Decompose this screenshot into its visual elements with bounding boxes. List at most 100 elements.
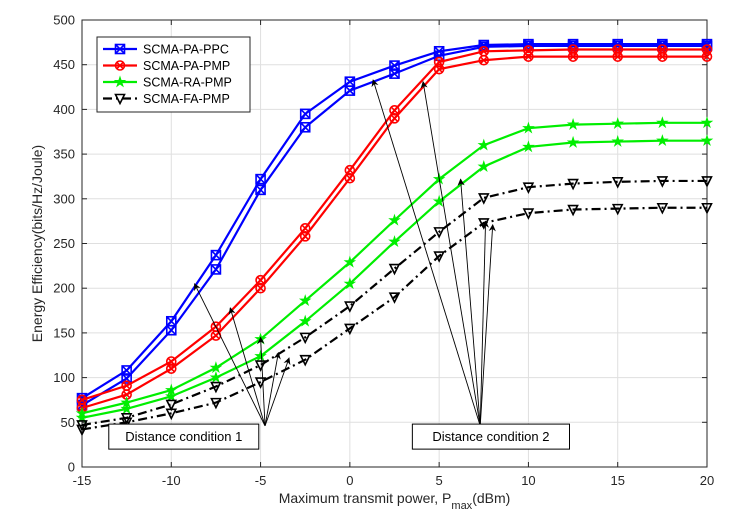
series-4-point-10 (522, 121, 535, 134)
series-6-point-9 (477, 193, 490, 205)
series-3 (76, 51, 713, 414)
legend-swatch-marker-3 (114, 93, 126, 106)
series-6-point-4 (254, 360, 267, 372)
series-3-point-10 (523, 51, 534, 62)
series-3-point-14 (701, 51, 713, 62)
series-7-point-11 (567, 204, 579, 217)
legend-entry-0: SCMA-PA-PPC (103, 43, 229, 57)
series-2-point-8 (433, 56, 445, 68)
series-6-point-2 (165, 399, 178, 412)
series-5-point-9 (477, 160, 491, 172)
series-7-point-14 (701, 202, 713, 215)
series-6-point-6 (344, 301, 356, 313)
series-0-point-3 (210, 249, 222, 261)
x-axis-label-main: Maximum transmit power, P (279, 490, 452, 506)
series-4-point-14 (700, 116, 714, 129)
legend-entry-3: SCMA-FA-PMP (103, 92, 230, 106)
legend: SCMA-PA-PPC SCMA-PA-PMP SCMA-RA-PMP SCMA-FA… (96, 36, 251, 113)
legend-swatch-marker-2 (113, 75, 127, 88)
series-7-point-0 (76, 424, 88, 437)
series-5-point-0 (75, 411, 89, 424)
series-5-line (81, 139, 707, 419)
series-7-point-3 (210, 397, 222, 410)
series-4-point-7 (388, 213, 401, 226)
series-1-point-7 (389, 68, 400, 79)
series-7-point-13 (656, 202, 669, 215)
legend-swatch-marker-1 (114, 60, 126, 71)
series-3-point-11 (567, 51, 579, 62)
series-5-point-10 (522, 140, 535, 153)
x-axis-label: Maximum transmit power, Pmax(dBm) (279, 490, 511, 512)
annotation-1-arrow-0 (371, 79, 481, 427)
y-tick-label-8: 400 (53, 102, 75, 117)
series-6-point-13 (656, 176, 669, 188)
x-tick-label-2: -5 (255, 473, 267, 488)
series-5-point-3 (209, 371, 223, 383)
series-4-point-12 (611, 117, 624, 130)
series-2-point-6 (344, 164, 356, 176)
legend-label-3: SCMA-FA-PMP (143, 92, 230, 106)
series-7-point-10 (522, 208, 535, 220)
series-2-point-12 (612, 44, 624, 55)
series-5-point-13 (656, 134, 669, 147)
series-3-point-4 (255, 282, 266, 294)
series-7-point-5 (299, 354, 312, 367)
series-6-point-11 (567, 178, 579, 191)
series-6-point-5 (299, 332, 312, 345)
series-6-point-10 (522, 182, 535, 194)
series-6-point-3 (210, 381, 222, 394)
series-7-point-8 (433, 251, 445, 263)
series-1-point-5 (299, 121, 311, 133)
series-7-point-12 (611, 203, 624, 216)
x-axis-label-unit: (dBm) (472, 490, 510, 506)
annotation-0-arrow-3 (264, 351, 281, 426)
x-tick-label-0: -15 (73, 473, 92, 488)
series-5-point-4 (254, 349, 267, 362)
series-3-point-7 (389, 113, 400, 124)
series-0-point-5 (299, 108, 311, 120)
legend-label-1: SCMA-PA-PMP (143, 59, 230, 73)
series-3-point-6 (344, 172, 356, 184)
series-2-point-11 (567, 44, 579, 55)
annotations: Distance condition 1 Distance condition 2 (108, 79, 570, 450)
series-2-point-0 (76, 394, 88, 406)
series-1-point-2 (165, 324, 177, 336)
series-1-point-6 (344, 85, 356, 96)
series-5-point-1 (120, 402, 133, 415)
series-3-point-2 (165, 363, 177, 374)
series-6-point-8 (433, 227, 445, 239)
annotation-0-arrow-2 (257, 336, 266, 426)
series-5-point-11 (566, 135, 580, 148)
y-tick-label-10: 500 (53, 13, 75, 28)
series-3-point-8 (433, 63, 445, 75)
series-4-point-6 (343, 255, 357, 268)
series-7-line (81, 206, 707, 431)
series-4-point-13 (656, 116, 669, 129)
x-tick-label-5: 10 (521, 473, 535, 488)
annotation-1-arrow-4 (479, 224, 496, 426)
series-6-point-12 (611, 177, 624, 189)
legend-label-2: SCMA-RA-PMP (143, 76, 232, 90)
series-3-point-9 (478, 54, 490, 66)
series-2-point-14 (701, 44, 713, 55)
y-tick-label-2: 100 (53, 370, 75, 385)
series-2-point-13 (657, 44, 668, 55)
series-5-point-7 (388, 235, 401, 248)
series-1-point-4 (255, 184, 266, 196)
series-5 (75, 134, 714, 424)
annotation-1-box (411, 423, 570, 450)
series-group (75, 38, 714, 437)
annotation-0-arrow-0 (194, 283, 266, 427)
series-4-point-9 (477, 138, 491, 151)
y-tick-label-7: 350 (53, 147, 75, 162)
x-tick-label-1: -10 (162, 473, 181, 488)
annotation-1-arrow-1 (420, 80, 481, 426)
x-axis-label-subscript: max (451, 500, 472, 512)
y-tick-label-5: 250 (53, 236, 75, 251)
series-5-point-5 (298, 314, 312, 327)
series-5-point-14 (700, 134, 714, 147)
series-3-point-12 (612, 51, 624, 62)
y-tick-label-6: 300 (53, 191, 75, 206)
annotation-0-box (108, 423, 260, 450)
